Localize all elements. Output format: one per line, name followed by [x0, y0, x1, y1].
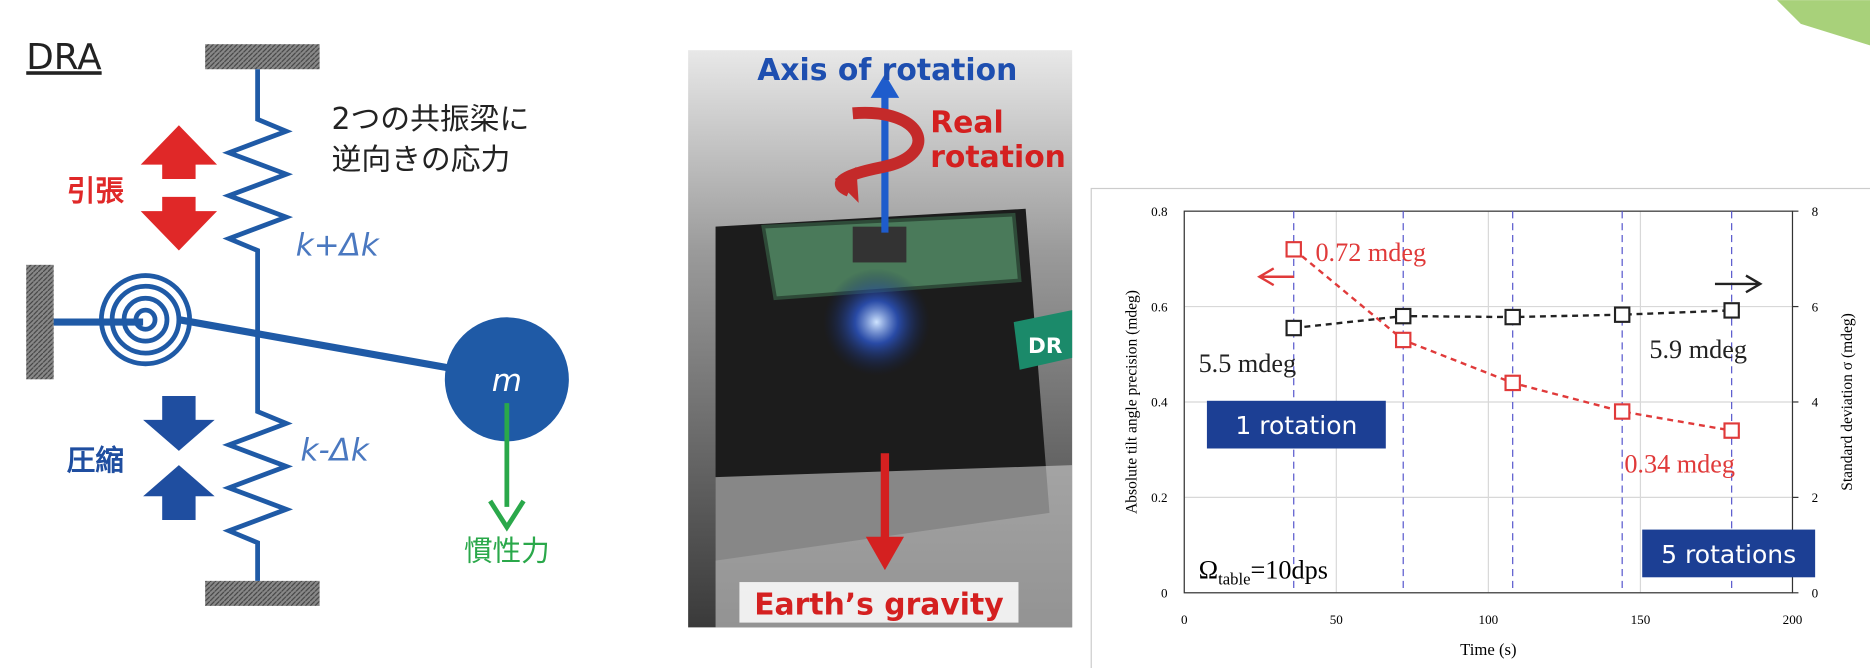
rotation-box-label: 1 rotation: [1235, 411, 1357, 440]
x-tick-label: 100: [1479, 612, 1499, 627]
photo: DR Axis of rotation Real rotation Earth’…: [688, 50, 1072, 627]
marker: [1287, 321, 1301, 335]
marker: [1506, 310, 1520, 324]
y2-tick-label: 8: [1812, 204, 1819, 219]
y-tick-label: 0.2: [1151, 490, 1167, 505]
gravity-label: Earth’s gravity: [754, 587, 1003, 622]
note: 逆向きの応力: [332, 142, 511, 177]
marker: [1615, 308, 1629, 322]
corner-decoration: [1777, 0, 1870, 45]
anchor-top: [205, 44, 319, 69]
marker: [1396, 309, 1410, 323]
beam: [179, 320, 459, 370]
annotation: 5.5 mdeg: [1199, 349, 1297, 378]
y-tick-label: 0.8: [1151, 204, 1168, 219]
compression-label: 圧縮: [67, 443, 124, 477]
led-glow: [823, 268, 930, 375]
y2-tick-label: 2: [1812, 490, 1819, 505]
tension-label: 引張: [67, 173, 125, 207]
anchor-left: [26, 265, 53, 379]
y2-tick-label: 6: [1812, 299, 1819, 314]
spring-constant: k+Δk: [296, 227, 380, 263]
y2-tick-label: 0: [1812, 586, 1819, 601]
marker: [1396, 333, 1410, 347]
x-axis-label: Time (s): [1460, 640, 1516, 659]
diagram-title: DRA: [26, 37, 102, 78]
spring-constant: k-Δk: [301, 432, 370, 468]
annotation: 0.34 mdeg: [1624, 449, 1735, 478]
springs: [229, 69, 286, 581]
x-tick-label: 200: [1783, 612, 1803, 627]
y-axis-label: Absolute tilt angle precision (mdeg): [1124, 290, 1141, 514]
note: 2つの共振梁に: [332, 102, 530, 137]
axis-label: Axis of rotation: [757, 53, 1017, 88]
chip: [853, 227, 907, 263]
annotation: 5.9 mdeg: [1649, 335, 1747, 364]
marker: [1506, 376, 1520, 390]
rotation-label: Real: [930, 105, 1003, 140]
y2-tick-label: 4: [1812, 395, 1819, 410]
y-tick-label: 0.4: [1151, 395, 1168, 410]
y-tick-label: 0.6: [1151, 299, 1168, 314]
rotation-label: rotation: [930, 140, 1066, 175]
anchor-bottom: [205, 581, 319, 606]
x-tick-label: 50: [1330, 612, 1344, 627]
figure: DRA m 慣性力 2つの共振梁に 逆向きの応力 引張 圧縮 k+Δk k-Δk…: [0, 0, 1870, 668]
dra-diagram: DRA m 慣性力 2つの共振梁に 逆向きの応力 引張 圧縮 k+Δk k-Δk: [26, 37, 569, 606]
omega-part: Ω: [1199, 555, 1219, 584]
annotation: 0.72 mdeg: [1315, 238, 1426, 267]
x-tick-label: 150: [1631, 612, 1651, 627]
marker: [1725, 303, 1739, 317]
page: DRA m 慣性力 2つの共振梁に 逆向きの応力 引張 圧縮 k+Δk k-Δk…: [0, 0, 1870, 668]
omega-part: table: [1218, 569, 1250, 588]
force-label: 慣性力: [464, 534, 550, 568]
x-tick-label: 0: [1181, 612, 1188, 627]
omega-label: Ωtable=10dps: [1199, 555, 1328, 588]
mass-label: m: [492, 363, 522, 399]
y2-axis-label: Standard deviation σ (mdeg): [1839, 313, 1856, 491]
rotation-box-label: 5 rotations: [1661, 540, 1796, 569]
omega-part: =10dps: [1251, 555, 1328, 584]
tension-arrows: [141, 125, 217, 250]
marker: [1615, 404, 1629, 418]
marker: [1725, 423, 1739, 437]
y-tick-label: 0: [1161, 586, 1168, 601]
tag-label: DR: [1028, 334, 1063, 359]
compression-arrows: [143, 396, 215, 520]
marker: [1287, 242, 1301, 256]
